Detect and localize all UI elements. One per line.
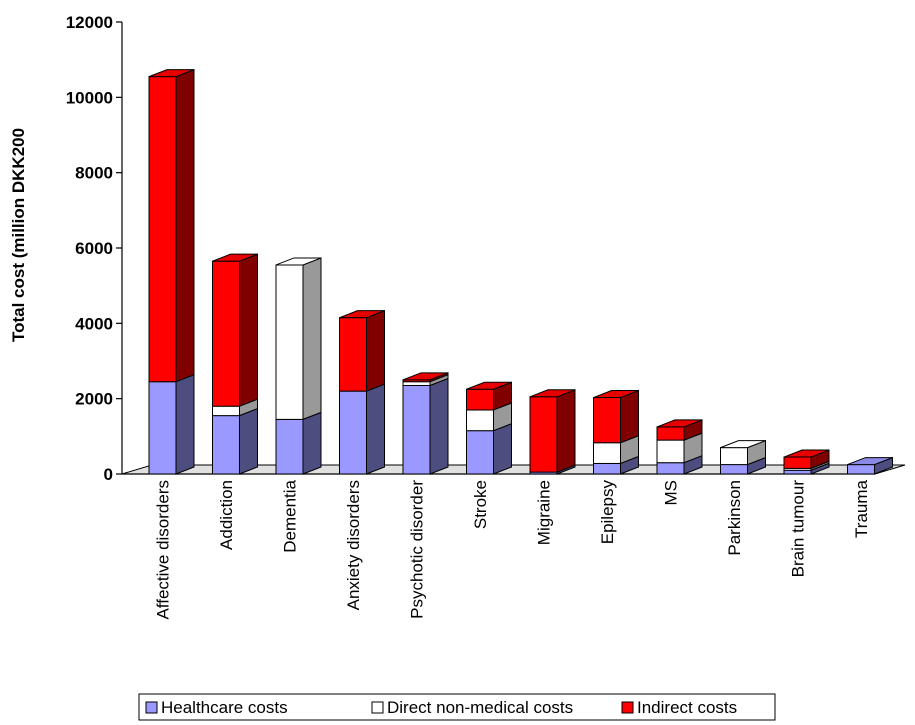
- bar-stack: [529, 389, 576, 475]
- bar-segment: [783, 469, 812, 475]
- category-label: Psychotic disorder: [408, 480, 427, 619]
- bar-top: [402, 372, 449, 381]
- bar-segment: [783, 456, 812, 469]
- bar-segment: [720, 447, 748, 466]
- category-label: Brain tumour: [789, 480, 808, 578]
- legend-label: Healthcare costs: [161, 698, 288, 717]
- bar-segment-side: [429, 377, 449, 475]
- bar-stack: [783, 449, 830, 475]
- bar-segment-side: [302, 257, 322, 421]
- bar-segment-side: [302, 411, 322, 475]
- category-label: MS: [662, 480, 681, 506]
- bar-segment: [212, 405, 240, 417]
- bar-segment: [529, 396, 558, 473]
- legend: Healthcare costs Direct non-medical costs…: [138, 693, 776, 721]
- y-tick-label: 0: [104, 465, 113, 484]
- bar-segment: [212, 260, 240, 407]
- legend-box: [138, 693, 776, 721]
- bar-segment: [339, 390, 367, 475]
- bar-stack: [275, 257, 322, 475]
- bar-stack: [656, 419, 703, 475]
- bar-top: [529, 389, 576, 398]
- bar-segment-side: [239, 253, 258, 407]
- bar-stack: [720, 439, 766, 475]
- bar-segment: [656, 426, 685, 441]
- bar-top: [339, 310, 385, 319]
- legend-label: Indirect costs: [637, 698, 737, 717]
- bar-segment: [593, 442, 621, 464]
- legend-swatch: [371, 701, 384, 714]
- bar-segment: [402, 381, 431, 386]
- bar-top: [720, 440, 766, 449]
- y-axis: 0 2000 4000 6000 8000 10000 12000: [66, 13, 123, 484]
- legend-item: Direct non-medical costs: [371, 698, 573, 717]
- bar-stack: [466, 381, 512, 475]
- bar-stack: [148, 68, 195, 475]
- bar-segment: [656, 462, 685, 475]
- legend-label: Direct non-medical costs: [387, 698, 573, 717]
- bar-stack: [339, 309, 385, 475]
- bar-segment: [466, 409, 494, 432]
- y-tick-label: 12000: [66, 13, 113, 32]
- bar-top: [148, 69, 195, 78]
- category-label: Stroke: [471, 480, 490, 529]
- bar-segment: [656, 439, 685, 464]
- bar-segment: [339, 317, 367, 392]
- y-tick-label: 10000: [66, 88, 113, 107]
- bar-segment: [593, 397, 621, 444]
- bar-segment-side: [175, 373, 195, 475]
- bar-segment: [847, 464, 875, 475]
- bar-segment: [466, 430, 494, 475]
- bar-stack: [593, 389, 639, 475]
- bar-segment-side: [493, 422, 512, 475]
- bars: [148, 68, 893, 475]
- category-label: Anxiety disorders: [344, 480, 363, 610]
- category-label: Migraine: [535, 480, 554, 545]
- y-tick-label: 6000: [75, 239, 113, 258]
- category-label: Dementia: [281, 479, 300, 552]
- legend-swatch: [145, 701, 158, 714]
- bar-stack: [402, 372, 449, 475]
- bar-segment-side: [239, 407, 258, 475]
- bar-top: [656, 419, 703, 428]
- y-tick-label: 2000: [75, 390, 113, 409]
- bar-segment: [593, 462, 621, 475]
- bar-segment: [720, 464, 748, 475]
- bar-top: [847, 457, 893, 466]
- y-tick-label: 8000: [75, 164, 113, 183]
- bar-top: [212, 253, 258, 262]
- category-label: Epilepsy: [598, 480, 617, 545]
- bar-segment: [148, 76, 177, 383]
- y-axis-title: Total cost (million DKK200: [9, 128, 28, 342]
- bar-segment: [148, 381, 177, 475]
- category-label: Trauma: [852, 479, 871, 537]
- bar-segment: [275, 418, 304, 475]
- bar-top: [466, 381, 512, 390]
- legend-item: Indirect costs: [621, 698, 737, 717]
- category-label: Parkinson: [725, 480, 744, 556]
- category-label: Affective disorders: [154, 480, 173, 620]
- category-label: Addiction: [217, 480, 236, 550]
- bar-segment: [402, 384, 431, 475]
- y-tick-label: 4000: [75, 314, 113, 333]
- bar-segment-side: [366, 309, 385, 392]
- bar-stack: [212, 253, 258, 475]
- bar-segment-side: [366, 383, 385, 475]
- bar-top: [275, 257, 322, 266]
- bar-segment-side: [175, 68, 195, 383]
- bar-top: [593, 390, 639, 399]
- legend-item: Healthcare costs: [145, 698, 288, 717]
- bar-segment: [466, 388, 494, 411]
- bar-top: [783, 449, 830, 458]
- bar-segment-side: [620, 389, 639, 444]
- legend-swatch: [621, 701, 634, 714]
- bar-stack: [847, 456, 893, 475]
- bar-segment: [212, 415, 240, 475]
- category-labels: Affective disorders Addiction Dementia Anxi…: [154, 479, 872, 619]
- bar-segment-side: [556, 389, 576, 473]
- bar-segment: [275, 264, 304, 420]
